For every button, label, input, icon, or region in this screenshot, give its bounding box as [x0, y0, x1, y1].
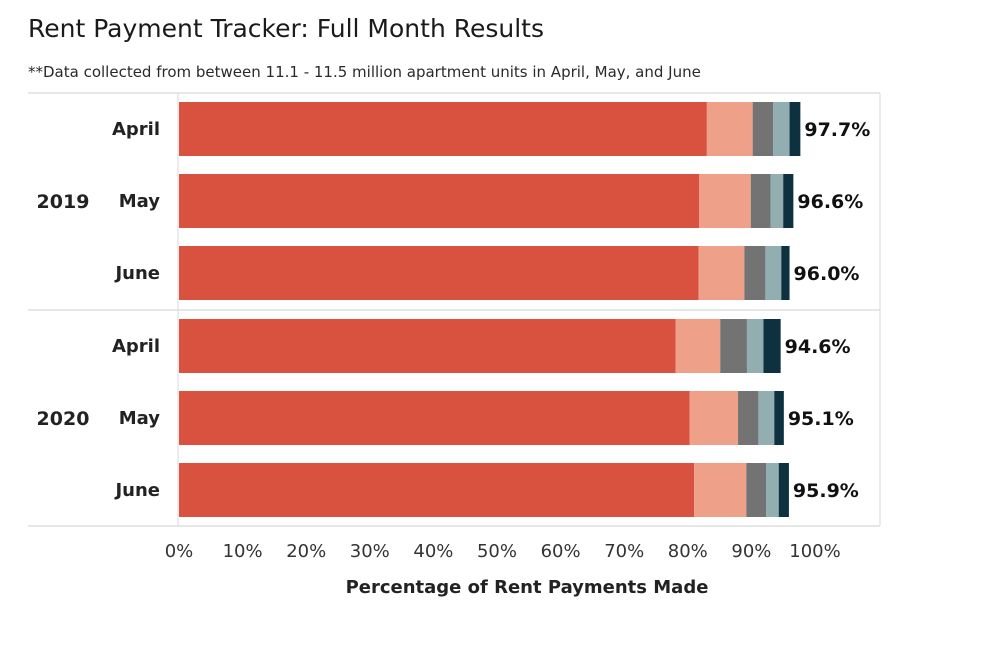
chart-subtitle: **Data collected from between 11.1 - 11.…: [28, 63, 701, 81]
bar-segment-2019-may-4: [770, 174, 784, 228]
x-axis-label: Percentage of Rent Payments Made: [346, 577, 709, 598]
month-label-2020-june: June: [113, 480, 160, 501]
bar-segment-2020-june-5: [778, 463, 789, 517]
x-tick-label: 20%: [286, 541, 326, 562]
total-label-2019-may: 96.6%: [797, 191, 863, 213]
month-label-2020-may: May: [119, 408, 161, 429]
bar-segment-2020-june-1: [179, 463, 695, 517]
bar-segment-2020-may-3: [738, 391, 759, 445]
total-label-2020-may: 95.1%: [788, 408, 854, 430]
bar-segment-2019-april-1: [179, 102, 707, 156]
x-tick-label: 90%: [731, 541, 771, 562]
bar-segment-2020-may-1: [179, 391, 690, 445]
x-tick-label: 40%: [413, 541, 453, 562]
year-label-2019: 2019: [37, 191, 90, 213]
x-tick-label: 100%: [789, 541, 840, 562]
bar-segment-2019-june-2: [698, 246, 745, 300]
total-label-2020-june: 95.9%: [793, 480, 859, 502]
bar-segment-2019-may-3: [750, 174, 771, 228]
bar-segment-2019-june-4: [765, 246, 782, 300]
x-tick-label: 0%: [165, 541, 194, 562]
bar-segment-2019-june-1: [179, 246, 699, 300]
year-label-2020: 2020: [37, 408, 90, 430]
bar-segment-2019-april-2: [706, 102, 753, 156]
bar-segment-2020-april-4: [746, 319, 764, 373]
bar-segment-2020-april-3: [720, 319, 747, 373]
x-tick-label: 10%: [223, 541, 263, 562]
bar-segment-2019-april-5: [789, 102, 801, 156]
bar-segment-2020-may-5: [774, 391, 784, 445]
bar-segment-2019-june-3: [744, 246, 766, 300]
x-tick-label: 60%: [541, 541, 581, 562]
bar-segment-2019-june-5: [781, 246, 790, 300]
chart-title: Rent Payment Tracker: Full Month Results: [28, 14, 545, 43]
bar-segment-2020-june-4: [766, 463, 779, 517]
month-label-2019-april: April: [112, 119, 160, 140]
bar-segment-2020-april-5: [763, 319, 781, 373]
bar-segment-2020-may-4: [758, 391, 775, 445]
total-label-2019-june: 96.0%: [794, 263, 860, 285]
month-label-2019-may: May: [119, 191, 161, 212]
bar-segment-2019-may-2: [699, 174, 751, 228]
bar-segment-2019-april-4: [773, 102, 790, 156]
total-label-2020-april: 94.6%: [785, 336, 851, 358]
bar-segment-2020-june-2: [694, 463, 747, 517]
bar-segment-2020-april-2: [675, 319, 721, 373]
x-tick-label: 50%: [477, 541, 517, 562]
bar-segment-2019-may-5: [783, 174, 794, 228]
x-tick-label: 30%: [350, 541, 390, 562]
bar-segment-2020-may-2: [689, 391, 739, 445]
bar-segment-2020-april-1: [179, 319, 676, 373]
month-label-2020-april: April: [112, 336, 160, 357]
bar-segment-2019-may-1: [179, 174, 700, 228]
bar-segment-2020-june-3: [746, 463, 767, 517]
x-tick-label: 80%: [668, 541, 708, 562]
total-label-2019-april: 97.7%: [804, 119, 870, 141]
bar-segment-2019-april-3: [752, 102, 774, 156]
x-tick-label: 70%: [604, 541, 644, 562]
month-label-2019-june: June: [113, 263, 160, 284]
